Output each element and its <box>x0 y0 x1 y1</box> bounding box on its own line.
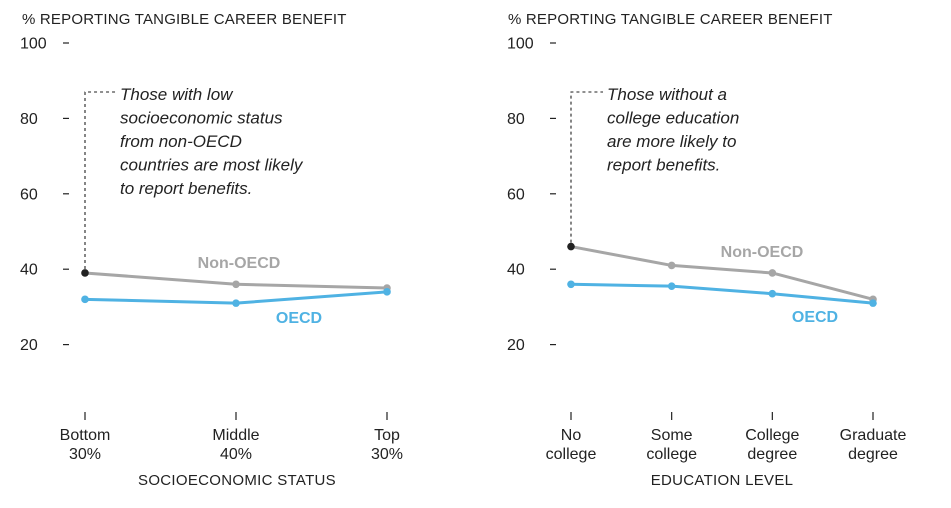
series-label-non-oecd: Non-OECD <box>198 255 281 272</box>
series-label-oecd: OECD <box>792 309 838 326</box>
x-tick-label: College <box>745 427 799 444</box>
x-axis-label: SOCIOECONOMIC STATUS <box>138 472 336 489</box>
data-point-non-oecd <box>81 269 89 277</box>
annotation-text: Those without a <box>607 85 727 104</box>
annotation-leader-line <box>570 91 603 243</box>
data-point-oecd <box>383 288 391 296</box>
y-tick-label: 60 <box>507 186 525 203</box>
x-tick-label: 40% <box>220 446 252 463</box>
y-tick-label: 20 <box>507 337 525 354</box>
series-label-oecd: OECD <box>276 310 322 327</box>
data-point-oecd <box>567 280 575 289</box>
annotation-text: countries are most likely <box>120 156 304 175</box>
data-point-non-oecd <box>567 242 575 251</box>
y-tick-label: 60 <box>20 186 38 203</box>
x-tick-label: Top <box>374 427 400 444</box>
y-tick-label: 100 <box>507 36 534 53</box>
y-tick-label: 20 <box>20 337 38 354</box>
annotation-text: are more likely to <box>607 132 736 151</box>
x-tick-label: Graduate <box>840 427 907 444</box>
y-axis-title: % REPORTING TANGIBLE CAREER BENEFIT <box>508 11 833 28</box>
x-tick-label: Some <box>651 427 693 444</box>
data-point-oecd <box>869 299 877 307</box>
data-point-non-oecd <box>768 269 777 277</box>
data-point-non-oecd <box>667 261 676 270</box>
annotation-text: socioeconomic status <box>120 109 283 128</box>
y-tick-label: 40 <box>20 262 38 279</box>
x-tick-label: college <box>546 446 597 463</box>
series-line-oecd <box>569 282 875 305</box>
y-tick-label: 100 <box>20 36 47 53</box>
annotation-text: from non-OECD <box>120 132 242 151</box>
x-tick-label: degree <box>747 446 797 463</box>
annotation-text: college education <box>607 109 739 128</box>
x-tick-label: Middle <box>212 427 259 444</box>
y-tick-label: 40 <box>507 262 525 279</box>
data-point-oecd <box>81 295 89 304</box>
x-tick-label: Bottom <box>60 427 111 444</box>
x-axis-label: EDUCATION LEVEL <box>651 472 794 489</box>
x-tick-label: No <box>561 427 582 444</box>
x-tick-label: degree <box>848 446 898 463</box>
data-point-non-oecd <box>232 280 240 289</box>
annotation-text: to report benefits. <box>120 179 252 198</box>
y-tick-label: 80 <box>507 111 525 128</box>
y-tick-label: 80 <box>20 111 38 128</box>
y-axis-title: % REPORTING TANGIBLE CAREER BENEFIT <box>22 11 347 28</box>
series-line-non-oecd <box>569 245 875 301</box>
x-tick-label: 30% <box>69 446 101 463</box>
annotation-text: Those with low <box>120 85 234 104</box>
annotation-leader-line <box>84 91 116 269</box>
data-point-oecd <box>667 282 676 290</box>
series-label-non-oecd: Non-OECD <box>721 244 804 261</box>
data-point-oecd <box>768 289 777 298</box>
x-tick-label: 30% <box>371 446 403 463</box>
x-tick-label: college <box>646 446 697 463</box>
data-point-oecd <box>232 299 240 307</box>
annotation-text: report benefits. <box>607 156 720 175</box>
